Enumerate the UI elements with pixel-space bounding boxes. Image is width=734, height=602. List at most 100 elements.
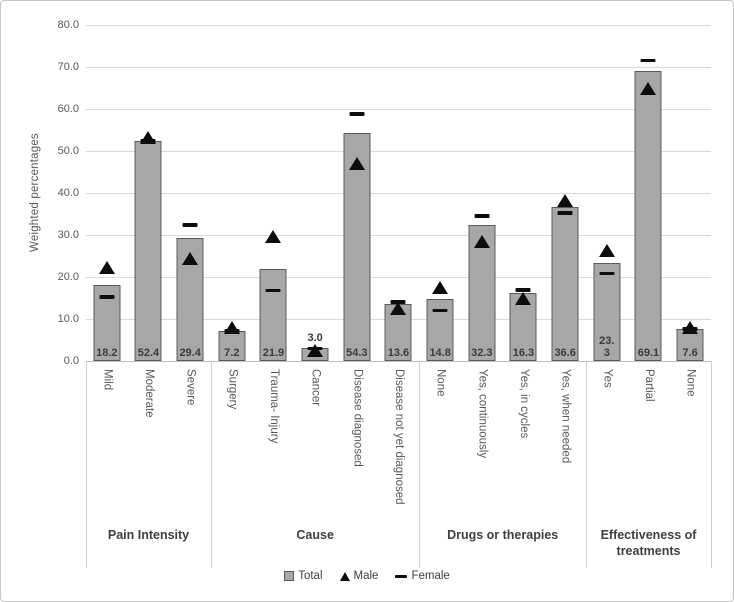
y-tick-label: 40.0 — [57, 187, 79, 199]
category-axis-labels: Mild Moderate Severe Surgery Trauma- Injury C… — [86, 369, 711, 521]
bar-value-label: 21.9 — [262, 347, 285, 359]
gridline — [86, 234, 711, 236]
group-separator-line — [86, 361, 87, 568]
category-label-slot: Surgery — [211, 369, 253, 521]
bar-slot: 52.4 — [128, 25, 170, 361]
gridline — [86, 276, 711, 278]
legend-label-total: Total — [298, 570, 323, 582]
bar-slot: 13.6 — [378, 25, 420, 361]
category-label: None — [434, 369, 447, 397]
total-bar — [134, 140, 162, 361]
group-label: Cause — [296, 528, 334, 542]
female-marker-icon — [99, 295, 115, 299]
category-label: Trauma- Injury — [268, 369, 281, 444]
category-label-slot: Cancer — [294, 369, 336, 521]
bar-slot: 32.3 — [461, 25, 503, 361]
legend-label-male: Male — [353, 570, 379, 582]
bar-slot: 36.6 — [544, 25, 586, 361]
category-label: Yes, in cycles — [518, 369, 531, 439]
bar-value-label: 54.3 — [346, 347, 368, 359]
category-label-slot: Yes, in cycles — [503, 369, 545, 521]
y-tick-label: 60.0 — [57, 103, 79, 115]
dash-icon — [395, 574, 408, 578]
category-label-slot: Yes, when needed — [544, 369, 586, 521]
group-separator-line — [211, 361, 212, 568]
female-marker-icon — [474, 214, 490, 218]
bar-slot: 21.9 — [253, 25, 295, 361]
y-tick-label: 20.0 — [57, 271, 79, 283]
total-bar — [551, 207, 579, 361]
plot-area: 18.2 52.4 29.4 7.2 21.9 3.0 54.3 13.6 14.8 32.3 16… — [86, 24, 711, 362]
bar-value-label: 52.4 — [137, 347, 160, 359]
legend-item-female: Female — [395, 570, 450, 582]
female-marker-icon — [682, 327, 698, 331]
gridline — [86, 108, 711, 110]
male-marker-icon — [182, 251, 199, 265]
group-separator-line — [711, 361, 712, 568]
bar-value-label: 16.3 — [512, 347, 535, 359]
male-marker-icon — [98, 260, 115, 274]
category-label: Severe — [184, 369, 197, 406]
female-marker-icon — [140, 139, 156, 143]
legend-item-total: Total — [284, 570, 323, 582]
category-label: Moderate — [143, 369, 155, 418]
bar-value-label: 3.0 — [307, 332, 323, 345]
female-marker-icon — [390, 300, 406, 304]
category-label: Yes, when needed — [559, 369, 572, 464]
category-label-slot: None — [669, 369, 711, 521]
total-bar — [343, 132, 371, 361]
bar-value-label: 36.6 — [554, 347, 576, 359]
category-label: Surgery — [226, 369, 239, 410]
male-marker-icon — [557, 194, 574, 208]
male-marker-icon — [473, 235, 490, 249]
group-label: Drugs or therapies — [447, 528, 559, 542]
bar-slot: 23. 3 — [586, 25, 628, 361]
group-separator-line — [586, 361, 587, 568]
legend-item-male: Male — [339, 570, 379, 582]
category-label-slot: Severe — [169, 369, 211, 521]
bar-slot: 54.3 — [336, 25, 378, 361]
bar-value-label: 13.6 — [387, 347, 410, 359]
male-marker-icon — [640, 81, 657, 95]
male-marker-icon — [432, 281, 449, 294]
y-tick-label: 70.0 — [57, 61, 79, 73]
square-icon — [284, 571, 295, 581]
y-tick-label: 10.0 — [57, 313, 79, 325]
bar-value-label: 69.1 — [637, 347, 660, 359]
y-tick-label: 80.0 — [57, 19, 79, 31]
group-label: Effectiveness of treatments — [600, 528, 697, 558]
total-bar — [259, 269, 287, 361]
category-label: Disease not yet diagnosed — [393, 369, 406, 505]
female-marker-icon — [349, 112, 365, 116]
category-label-slot: Partial — [628, 369, 670, 521]
bar-slot: 14.8 — [419, 25, 461, 361]
female-marker-icon — [515, 288, 531, 292]
bar-slot: 7.6 — [669, 25, 711, 361]
bar-value-label: 29.4 — [179, 347, 201, 359]
gridline — [86, 24, 711, 26]
female-marker-icon — [224, 329, 240, 333]
gridline — [86, 66, 711, 68]
y-tick-label: 30.0 — [57, 229, 79, 241]
category-label-slot: Disease not yet diagnosed — [378, 369, 420, 521]
bar-value-label: 23. 3 — [599, 335, 615, 359]
male-marker-icon — [515, 291, 532, 305]
category-label: Cancer — [309, 369, 322, 407]
group-label: Pain Intensity — [107, 528, 190, 542]
y-tick-label: 0.0 — [63, 355, 79, 367]
category-label-slot: None — [419, 369, 461, 521]
bar-slot: 18.2 — [86, 25, 128, 361]
bar-slot: 3.0 — [294, 25, 336, 361]
legend: Total Male Female — [1, 570, 733, 582]
gridline — [86, 150, 711, 152]
female-marker-icon — [265, 288, 281, 293]
group-separator-line — [419, 361, 421, 568]
y-tick-label: 50.0 — [57, 145, 79, 157]
category-label: Mild — [101, 369, 114, 391]
bar-value-label: 7.6 — [682, 347, 698, 359]
male-marker-icon — [598, 244, 615, 258]
category-label-slot: Mild — [86, 369, 128, 521]
bar-value-label: 14.8 — [429, 347, 451, 359]
total-bar — [218, 330, 246, 361]
